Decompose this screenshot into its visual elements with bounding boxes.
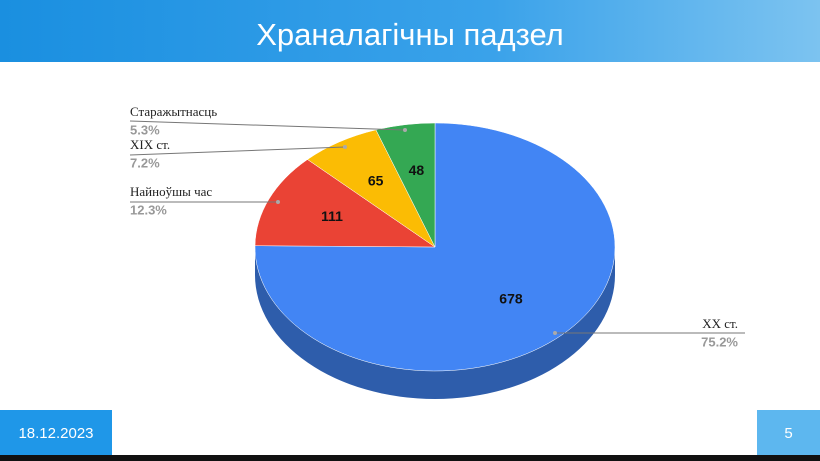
leader-dot <box>553 331 557 335</box>
chart: 678 111 65 48 XX ст. 75.2% Найноўшы час 12.3% XI… <box>129 104 745 399</box>
pie-slice <box>254 159 436 248</box>
percent-label: 12.3% <box>130 202 167 217</box>
value-label: 111 <box>321 208 343 224</box>
value-label: 48 <box>409 162 425 178</box>
leader-dot <box>343 145 347 149</box>
pie-side <box>255 247 615 399</box>
percent-label: 5.3% <box>130 122 160 137</box>
date: 18.12.2023 <box>0 410 112 455</box>
category-label: XX ст. <box>702 316 738 331</box>
leader-line <box>129 146 346 156</box>
value-label: 65 <box>368 173 384 189</box>
leader-dot <box>276 200 280 204</box>
slide-title: Храналагічны падзел <box>0 0 820 62</box>
category-label: Найноўшы час <box>130 184 212 199</box>
leader-dot <box>403 128 407 132</box>
value-label: 678 <box>499 291 523 307</box>
category-label: Старажытнасць <box>130 104 217 119</box>
bottom-bar <box>0 455 820 461</box>
pie-slice <box>375 122 436 248</box>
leader-line <box>129 120 406 131</box>
pie-slice <box>254 122 616 372</box>
percent-label: 75.2% <box>701 334 738 349</box>
percent-label: 7.2% <box>130 155 160 170</box>
page-number: 5 <box>757 410 820 455</box>
category-label: XIX ст. <box>130 137 170 152</box>
